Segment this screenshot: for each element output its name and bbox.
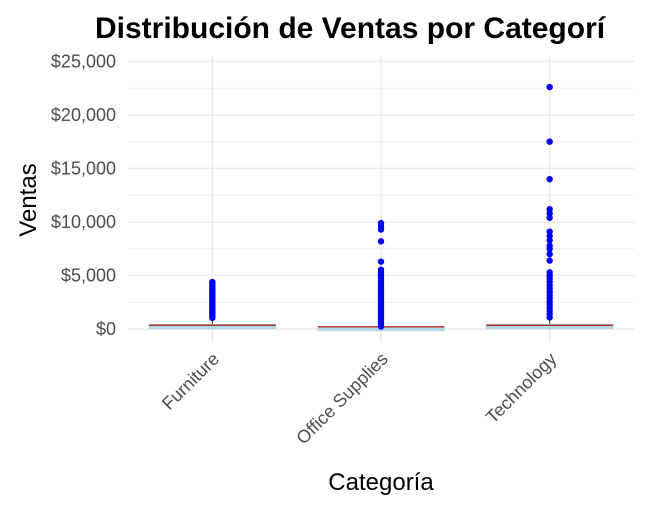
outlier-point bbox=[546, 138, 553, 145]
y-tick-label: $20,000 bbox=[51, 105, 116, 125]
outlier-point bbox=[546, 83, 553, 91]
outlier-point bbox=[546, 250, 553, 258]
x-tick-label: Technology bbox=[482, 349, 561, 428]
outlier-point bbox=[546, 242, 553, 249]
outlier-point bbox=[377, 266, 385, 273]
y-tick-label: $0 bbox=[96, 319, 116, 339]
outlier-point bbox=[546, 257, 553, 264]
outlier-point bbox=[546, 175, 553, 183]
box-body bbox=[485, 323, 614, 329]
x-tick-label: Furniture bbox=[158, 349, 223, 414]
outlier-point bbox=[377, 238, 385, 245]
y-tick-label: $5,000 bbox=[61, 266, 116, 286]
outlier-point bbox=[546, 269, 553, 276]
outlier-point bbox=[209, 278, 216, 286]
outlier-point bbox=[546, 205, 553, 213]
x-tick-label: Office Supplies bbox=[292, 349, 392, 449]
y-tick-label: $15,000 bbox=[51, 158, 116, 178]
chart-title: Distribución de Ventas por Categorí bbox=[95, 12, 607, 45]
outlier-point bbox=[546, 228, 553, 235]
y-tick-label: $25,000 bbox=[51, 51, 116, 71]
outlier-point bbox=[377, 219, 385, 227]
x-tick-labels: Furniture Office Supplies Technology bbox=[158, 349, 560, 449]
x-axis-title: Categoría bbox=[328, 469, 434, 496]
outlier-point bbox=[377, 258, 385, 265]
outliers bbox=[209, 83, 553, 330]
box-body bbox=[148, 323, 277, 330]
y-axis-title: Ventas bbox=[15, 163, 42, 236]
y-tick-label: $10,000 bbox=[51, 212, 116, 232]
y-tick-labels: $0 $5,000 $10,000 $15,000 $20,000 $25,000 bbox=[51, 51, 116, 339]
